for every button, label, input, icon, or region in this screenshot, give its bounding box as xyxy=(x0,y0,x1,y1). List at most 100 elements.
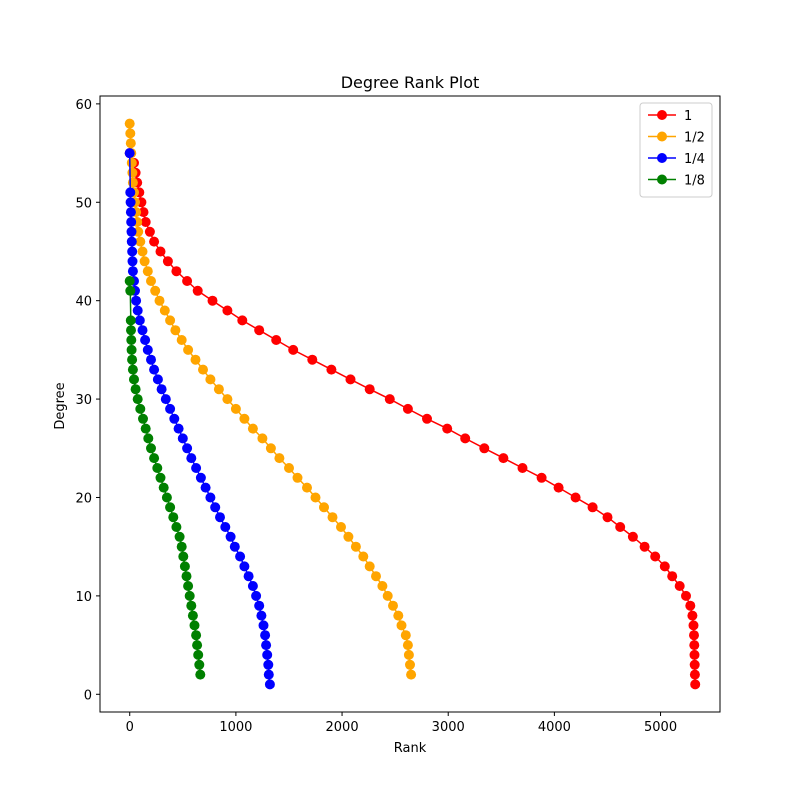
data-point xyxy=(254,325,265,336)
y-tick-label: 0 xyxy=(84,688,92,703)
data-point xyxy=(442,423,453,434)
data-point xyxy=(149,364,160,375)
data-point xyxy=(125,315,136,326)
data-point xyxy=(171,266,182,277)
data-point xyxy=(125,138,136,149)
data-point xyxy=(257,433,268,444)
legend-item: 1/4 xyxy=(648,152,705,167)
data-point xyxy=(126,344,137,355)
data-point xyxy=(460,433,471,444)
data-point xyxy=(307,354,318,365)
legend-marker xyxy=(657,131,667,142)
data-point xyxy=(184,590,195,601)
data-point xyxy=(479,443,490,454)
data-point xyxy=(384,394,395,405)
data-point xyxy=(200,482,211,493)
x-tick-label: 2000 xyxy=(326,720,359,735)
data-point xyxy=(143,433,154,444)
series-line xyxy=(129,152,696,685)
legend: 1 1/2 1/4 1/8 xyxy=(639,102,713,198)
data-point xyxy=(319,502,329,513)
data-point xyxy=(388,600,398,611)
data-point xyxy=(165,403,176,414)
data-point xyxy=(358,551,369,562)
data-point xyxy=(134,315,145,326)
data-point xyxy=(126,226,137,237)
data-point xyxy=(178,551,189,562)
data-point xyxy=(193,649,204,660)
data-point xyxy=(659,561,670,572)
data-point xyxy=(140,335,151,345)
data-point xyxy=(222,394,233,405)
data-point xyxy=(198,364,208,375)
data-point xyxy=(182,443,193,454)
data-point xyxy=(239,561,250,572)
data-point xyxy=(126,157,137,168)
data-point xyxy=(186,453,197,464)
data-point xyxy=(160,394,171,405)
data-point xyxy=(124,118,135,129)
data-point xyxy=(215,512,225,523)
data-point xyxy=(146,443,156,454)
data-point xyxy=(195,472,206,483)
data-point xyxy=(498,453,509,464)
y-tick-label: 40 xyxy=(75,295,92,310)
data-point xyxy=(149,236,160,247)
data-point xyxy=(192,285,203,296)
data-point xyxy=(191,463,202,473)
data-point xyxy=(688,620,699,631)
series-layer xyxy=(124,118,701,690)
data-point xyxy=(207,295,218,306)
data-point xyxy=(265,443,276,454)
data-point xyxy=(681,590,691,601)
data-point xyxy=(135,403,146,414)
data-point xyxy=(155,472,166,483)
data-point xyxy=(310,492,321,503)
data-point xyxy=(186,600,197,611)
data-point xyxy=(135,236,146,247)
data-point xyxy=(149,453,160,464)
data-point xyxy=(127,256,138,267)
series-1 xyxy=(124,118,417,680)
x-tick-label: 0 xyxy=(126,720,134,735)
data-point xyxy=(182,276,193,286)
data-point xyxy=(237,315,248,326)
data-point xyxy=(161,492,172,503)
data-point xyxy=(126,217,137,227)
data-point xyxy=(124,148,135,159)
data-point xyxy=(126,236,137,247)
data-point xyxy=(169,413,180,424)
data-point xyxy=(142,344,153,355)
data-point xyxy=(183,581,194,591)
data-point xyxy=(125,285,136,296)
data-point xyxy=(183,344,194,355)
data-point xyxy=(127,354,138,365)
data-point xyxy=(262,649,273,660)
y-tick-label: 30 xyxy=(75,393,92,408)
data-point xyxy=(125,197,136,208)
data-point xyxy=(243,571,254,582)
data-point xyxy=(517,463,528,473)
y-tick-label: 60 xyxy=(75,98,92,113)
data-point xyxy=(210,502,221,513)
data-point xyxy=(129,374,139,385)
data-point xyxy=(192,640,203,651)
data-point xyxy=(158,482,169,493)
data-point xyxy=(127,266,138,277)
data-point xyxy=(251,590,262,601)
data-point xyxy=(205,374,216,385)
data-point xyxy=(235,551,246,562)
data-point xyxy=(132,394,143,405)
data-point xyxy=(393,610,404,621)
data-point xyxy=(254,600,265,611)
data-point xyxy=(689,649,700,660)
data-point xyxy=(271,335,282,345)
data-point xyxy=(264,679,275,690)
data-point xyxy=(364,561,375,572)
data-point xyxy=(602,512,613,523)
x-tick-label: 1000 xyxy=(219,720,252,735)
data-point xyxy=(292,472,303,483)
data-point xyxy=(150,285,161,296)
data-point xyxy=(627,531,638,542)
data-point xyxy=(422,413,432,424)
